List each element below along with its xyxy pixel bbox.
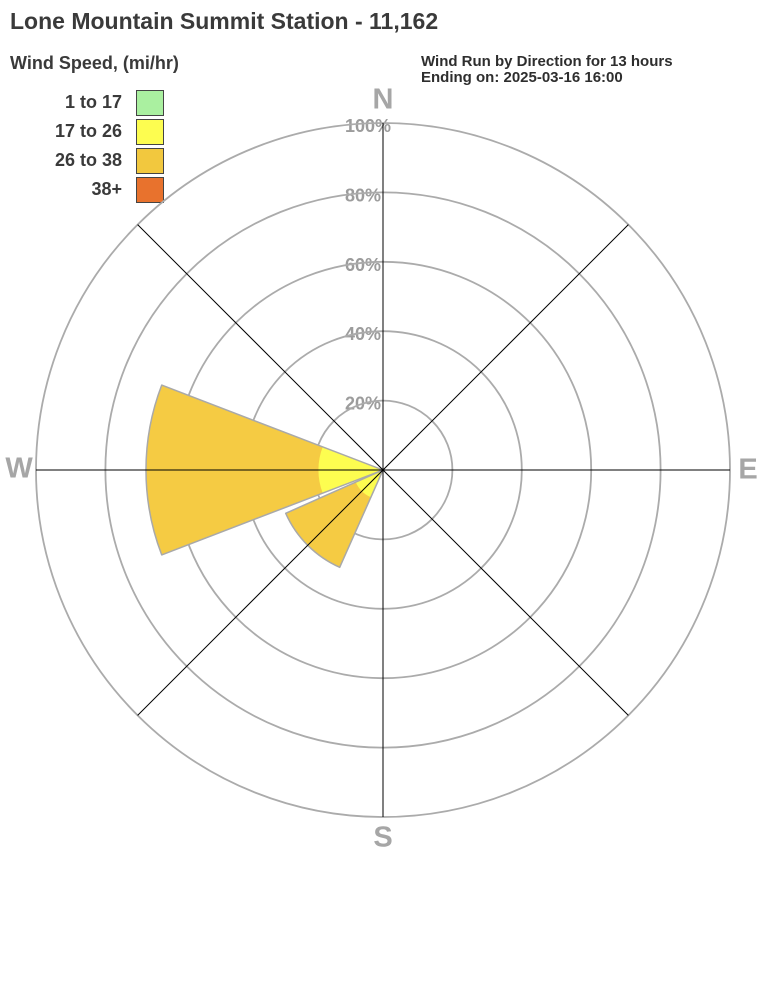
legend-swatch [136,176,164,203]
radial-tick-label: 80% [345,185,381,205]
compass-label-east: E [738,453,758,486]
legend-swatch [136,118,164,145]
compass-label-south: S [373,821,393,854]
wind-speed-legend: 1 to 17 17 to 26 26 to 38 38+ [0,88,200,204]
radial-tick-label: 40% [345,324,381,344]
legend-swatch [136,89,164,116]
legend-row: 1 to 17 [0,88,200,117]
legend-label: 1 to 17 [64,92,122,112]
legend-title: Wind Speed, (mi/hr) [10,53,179,73]
chart-header: Wind Run by Direction for 13 hours Endin… [421,54,673,85]
legend-row: 17 to 26 [0,117,200,146]
legend-row: 38+ [0,175,200,204]
compass-label-west: W [5,452,33,485]
chart-header-line2: Ending on: 2025-03-16 16:00 [421,68,623,86]
radial-tick-label: 100% [345,116,391,136]
radial-tick-label: 60% [345,255,381,275]
chart-header-line1: Wind Run by Direction for 13 hours [421,53,673,70]
legend-row: 26 to 38 [0,146,200,175]
legend-swatch [136,147,164,174]
legend-label: 38+ [91,179,122,199]
legend-label: 17 to 26 [54,121,122,141]
legend-label: 26 to 38 [54,150,122,170]
page-title: Lone Mountain Summit Station - 11,162 [10,8,439,34]
axis-line [137,224,629,716]
compass-label-north: N [372,83,394,116]
